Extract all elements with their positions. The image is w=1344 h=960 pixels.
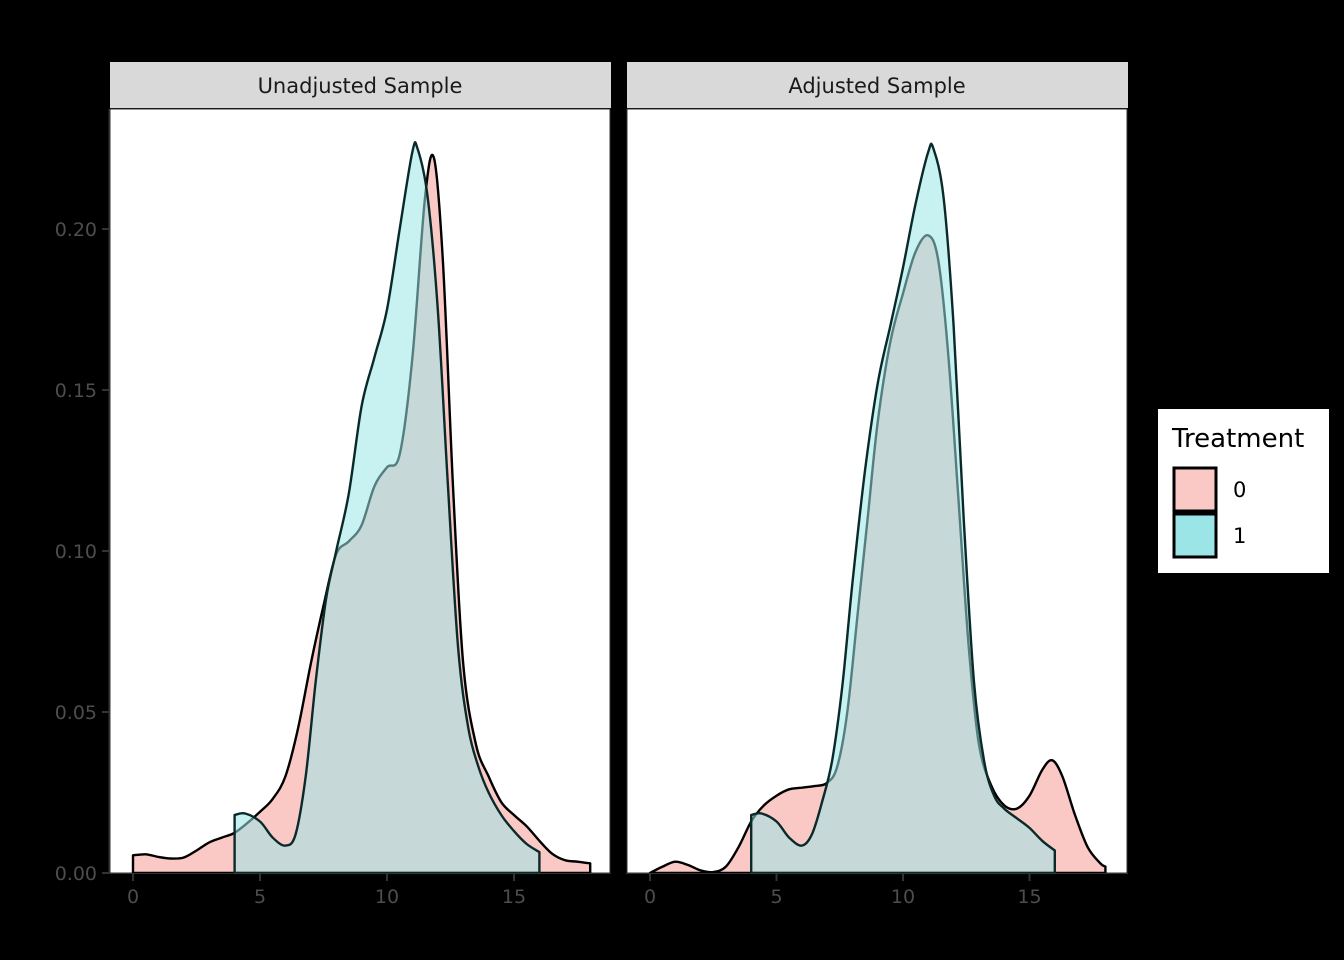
legend-key-1 (1172, 512, 1218, 559)
y-tick-label: 0.10 (55, 541, 97, 563)
x-tick-label: 10 (375, 886, 399, 908)
strip-label-adjusted: Adjusted Sample (788, 74, 965, 98)
legend: Treatment 0 1 (1158, 409, 1329, 573)
x-axis-adjusted: 0 5 10 15 (626, 873, 1128, 908)
y-axis: 0.00 0.05 0.10 0.15 0.20 (55, 109, 110, 885)
legend-label-0: 0 (1233, 478, 1246, 502)
x-tick-label: 10 (891, 886, 915, 908)
density-outline-1 (750, 142, 1056, 875)
x-tick-label: 0 (127, 886, 139, 908)
legend-title: Treatment (1171, 424, 1304, 454)
legend-key-0 (1172, 466, 1218, 513)
legend-label-1: 1 (1233, 524, 1246, 548)
y-tick-label: 0.00 (55, 863, 97, 885)
density-outline-1 (233, 141, 541, 875)
strip-label-unadjusted: Unadjusted Sample (258, 74, 463, 98)
x-tick-label: 15 (502, 886, 526, 908)
x-tick-label: 5 (770, 886, 782, 908)
strip-unadjusted (110, 62, 611, 108)
x-axis-unadjusted: 0 5 10 15 (109, 873, 611, 908)
density-area-1 (234, 142, 540, 874)
density-areas-unadjusted (131, 141, 592, 875)
facet-unadjusted: Unadjusted Sample (109, 62, 611, 875)
x-tick-label: 0 (644, 886, 656, 908)
strip-adjusted (627, 62, 1128, 108)
facet-adjusted: Adjusted Sample (626, 62, 1128, 875)
x-tick-label: 15 (1017, 886, 1041, 908)
x-tick-label: 5 (254, 886, 266, 908)
y-tick-label: 0.20 (55, 219, 97, 241)
y-tick-label: 0.05 (55, 702, 97, 724)
density-areas-adjusted (648, 142, 1107, 875)
y-tick-label: 0.15 (55, 380, 97, 402)
density-area-1 (751, 143, 1055, 873)
